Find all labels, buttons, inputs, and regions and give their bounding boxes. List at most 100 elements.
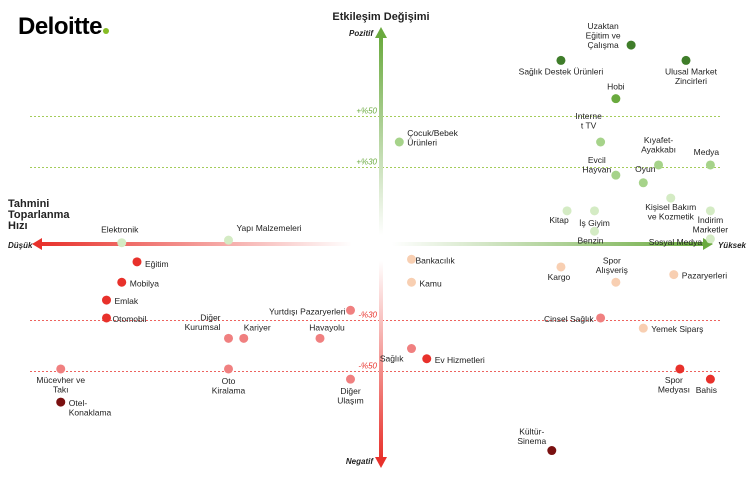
data-point-label: Kişisel Bakım ve Kozmetik <box>645 202 696 222</box>
data-point <box>638 178 648 188</box>
data-point <box>705 206 715 216</box>
x-axis-left-arrow-icon <box>32 238 42 250</box>
data-point-label: İndirim Marketler <box>693 215 729 235</box>
data-point-label: Bahis <box>696 385 717 395</box>
data-point-label: Elektronik <box>101 225 139 235</box>
data-point-label: Emlak <box>115 296 139 306</box>
data-point <box>224 364 233 374</box>
data-point <box>666 193 676 203</box>
data-point <box>654 160 664 170</box>
y-axis-title: Etkileşim Değişimi <box>332 11 429 23</box>
data-point-label: Oyun <box>635 164 656 174</box>
data-point <box>611 170 621 180</box>
data-point <box>117 277 127 287</box>
data-point-label: Mobilya <box>130 278 160 288</box>
data-point <box>239 333 249 343</box>
data-point <box>315 333 325 343</box>
data-point-label: Kariyer <box>244 322 271 332</box>
y-axis-bottom-arrow-icon <box>375 457 387 468</box>
data-point <box>224 333 233 343</box>
data-point-label: Kargo <box>548 272 571 282</box>
reference-line-label: +%30 <box>356 158 377 167</box>
data-point-label: Ev Hizmetleri <box>435 355 485 365</box>
data-point <box>626 40 636 50</box>
data-point <box>132 257 142 267</box>
axes: Etkileşim Değişimi Pozitif Negatif Düşük… <box>8 11 747 468</box>
data-point-label: Oto Kiralama <box>212 376 246 396</box>
brand-name: Deloitte <box>18 13 103 40</box>
data-point-label: İş Giyim <box>579 218 610 228</box>
data-point <box>102 313 111 323</box>
data-point <box>547 446 557 456</box>
data-point-label: Kitap <box>549 215 569 225</box>
data-point <box>681 55 691 65</box>
data-point-label: Bankacılık <box>416 255 456 265</box>
data-point <box>394 137 404 147</box>
data-point <box>705 374 715 384</box>
data-point-label: Sağlık Destek Ürünleri <box>519 66 604 76</box>
data-point-label: Hobi <box>607 82 625 92</box>
data-point <box>611 277 621 287</box>
data-point-label: Yurtdışı Pazaryerleri <box>269 306 346 316</box>
reference-line-label: -%30 <box>358 311 377 320</box>
data-point-label: Benzin <box>578 235 604 245</box>
reference-line-label: +%50 <box>356 107 377 116</box>
brand-logo: Deloitte <box>18 13 110 41</box>
data-points: Uzaktan Eğitim ve Çalışma Sağlık Destek Ürü… <box>36 21 729 456</box>
data-point-label: Yemek Siparş <box>651 324 703 334</box>
data-point-label: Pazaryerleri <box>682 271 727 281</box>
y-axis-top-label: Pozitif <box>349 29 374 38</box>
data-point <box>556 55 566 65</box>
reference-lines: +%50 +%30 -%30 -%50 <box>30 107 722 372</box>
data-point <box>346 305 355 315</box>
reference-line-label: -%50 <box>358 362 377 371</box>
data-point <box>562 206 572 216</box>
data-point <box>590 226 599 236</box>
data-point <box>422 354 432 364</box>
y-axis-line <box>379 36 383 460</box>
data-point-label: Eğitim <box>145 259 169 269</box>
data-point-label: Diğer Ulaşım <box>337 386 363 406</box>
x-axis-title-line: Hızı <box>8 220 28 232</box>
y-axis-top-arrow-icon <box>375 27 387 38</box>
x-axis-right-arrow-icon <box>703 238 713 250</box>
x-axis-title-line: Tahmini <box>8 198 49 210</box>
data-point-label: Medya <box>694 147 720 157</box>
data-point <box>705 160 715 170</box>
x-axis-title-line: Toparlanma <box>8 209 70 221</box>
data-point <box>407 277 416 287</box>
data-point-label: Mücevher ve Takı <box>36 375 85 395</box>
data-point-label: Sosyal Medya <box>649 237 703 247</box>
y-axis-bottom-label: Negatif <box>346 457 374 466</box>
data-point <box>224 235 233 245</box>
data-point-label: Cinsel Sağlık <box>544 314 594 324</box>
data-point-label: Otel-Konaklama <box>69 398 112 418</box>
data-point-label: Diğer Kurumsal <box>185 312 221 332</box>
data-point-label: Spor Alışveriş <box>596 255 628 275</box>
data-point <box>596 313 606 323</box>
data-point-label: Interne t TV <box>575 111 602 131</box>
data-point-label: Sağlık <box>380 354 404 364</box>
x-axis-line <box>40 242 704 246</box>
data-point <box>407 344 416 354</box>
x-axis-title: Tahmini Toparlanma Hızı <box>8 198 73 232</box>
data-point-label: Uzaktan Eğitim ve Çalışma <box>586 21 621 50</box>
data-point-label: Çocuk/Bebek Ürünleri <box>407 128 458 148</box>
data-point-label: Yapı Malzemeleri <box>237 223 302 233</box>
data-point <box>611 94 621 104</box>
data-point <box>56 397 66 407</box>
data-point <box>669 270 679 280</box>
data-point <box>117 238 127 248</box>
data-point-label: Kültür-Sinema <box>517 427 546 447</box>
data-point-label: Ulusal Market Zincirleri <box>665 66 718 86</box>
data-point <box>346 374 355 384</box>
data-point <box>556 262 566 272</box>
data-point <box>590 206 599 216</box>
data-point-label: Evcil Hayvan <box>582 155 611 175</box>
data-point <box>56 364 66 374</box>
data-point <box>407 254 416 264</box>
data-point-label: Kıyafet-Ayakkabı <box>641 135 676 155</box>
data-point-label: Spor Medyası <box>658 375 690 395</box>
data-point-label: Otomobil <box>113 314 147 324</box>
